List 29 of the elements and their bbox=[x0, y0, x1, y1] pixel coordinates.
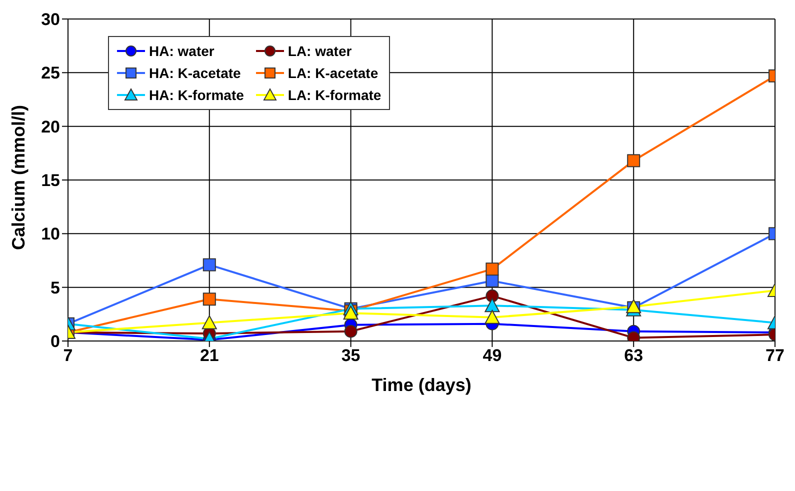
x-tick-label: 49 bbox=[482, 346, 502, 366]
legend-label: HA: water bbox=[149, 43, 214, 59]
y-tick-label: 10 bbox=[41, 224, 60, 244]
point bbox=[484, 310, 500, 324]
y-tick-label: 25 bbox=[41, 64, 60, 83]
point bbox=[486, 289, 499, 302]
legend-label: HA: K-formate bbox=[149, 87, 244, 103]
y-tick-label: 0 bbox=[50, 332, 60, 352]
y-tick-label: 15 bbox=[41, 171, 60, 190]
y-axis-title: Calcium (mmol/l) bbox=[8, 104, 28, 250]
legend-label: LA: K-formate bbox=[288, 87, 382, 103]
y-tick-label: 30 bbox=[41, 10, 60, 30]
legend-label: LA: water bbox=[288, 43, 352, 59]
x-tick-label: 77 bbox=[766, 346, 784, 366]
x-tick-label: 7 bbox=[63, 346, 73, 366]
x-tick-label: 63 bbox=[624, 346, 644, 366]
y-tick-label: 20 bbox=[41, 117, 60, 136]
y-tick-label: 5 bbox=[50, 278, 60, 298]
point bbox=[627, 154, 640, 168]
legend-label: LA: K-acetate bbox=[288, 65, 378, 81]
point bbox=[486, 274, 499, 288]
point bbox=[344, 324, 358, 338]
x-tick-label: 21 bbox=[200, 346, 219, 366]
point bbox=[343, 306, 358, 320]
point bbox=[486, 262, 499, 276]
point bbox=[484, 298, 500, 312]
legend-label: HA: K-acetate bbox=[149, 65, 241, 81]
x-axis-title: Time (days) bbox=[372, 375, 472, 395]
x-tick-label: 35 bbox=[341, 346, 360, 366]
